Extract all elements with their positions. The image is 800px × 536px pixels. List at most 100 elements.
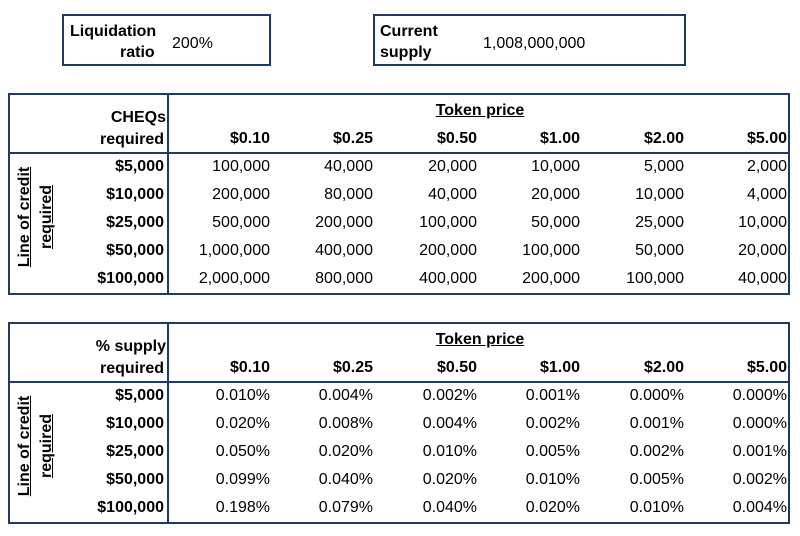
side-label-line1: Line of credit — [16, 166, 33, 268]
current-supply-label-line2: supply — [380, 44, 432, 61]
row-label: $50,000 — [106, 471, 164, 488]
table-cell: 0.001% — [525, 387, 580, 404]
cheqs-required-table: CHEQs required Token price Line of credi… — [8, 93, 790, 295]
table-cell: 0.008% — [318, 415, 373, 432]
row-label: $25,000 — [106, 443, 164, 460]
table-cell: 1,000,000 — [198, 242, 270, 259]
price-header: $5.00 — [746, 130, 787, 147]
table-cell: 0.004% — [318, 387, 373, 404]
table-divider — [10, 152, 788, 154]
table-divider — [167, 324, 169, 522]
table-cell: 80,000 — [324, 186, 373, 203]
table-cell: 0.002% — [629, 443, 684, 460]
table-cell: 0.000% — [732, 387, 787, 404]
table-cell: 0.010% — [422, 443, 477, 460]
row-label: $100,000 — [97, 499, 164, 516]
table-cell: 40,000 — [738, 270, 787, 287]
row-label: $10,000 — [106, 186, 164, 203]
table-cell: 0.050% — [215, 443, 270, 460]
price-header: $0.50 — [436, 130, 477, 147]
table-cell: 0.001% — [732, 443, 787, 460]
table-cell: 10,000 — [738, 214, 787, 231]
row-label: $100,000 — [97, 270, 164, 287]
table-cell: 0.020% — [215, 415, 270, 432]
token-price-title: Token price — [435, 331, 525, 348]
table-cell: 200,000 — [419, 242, 477, 259]
table-cell: 10,000 — [531, 158, 580, 175]
table-cell: 0.198% — [215, 499, 270, 516]
corner-label-line1: CHEQs — [110, 109, 166, 126]
price-header: $0.10 — [229, 359, 270, 376]
price-header: $5.00 — [746, 359, 787, 376]
row-label: $25,000 — [106, 214, 164, 231]
table-cell: 0.099% — [215, 471, 270, 488]
table-cell: 0.020% — [525, 499, 580, 516]
table-cell: 200,000 — [212, 186, 270, 203]
row-label: $10,000 — [106, 415, 164, 432]
row-label: $5,000 — [115, 158, 164, 175]
table-cell: 200,000 — [522, 270, 580, 287]
table-cell: 200,000 — [315, 214, 373, 231]
table-cell: 500,000 — [212, 214, 270, 231]
table-cell: 0.004% — [422, 415, 477, 432]
table-cell: 20,000 — [738, 242, 787, 259]
table-cell: 0.020% — [422, 471, 477, 488]
table-divider — [167, 95, 169, 293]
table-cell: 400,000 — [315, 242, 373, 259]
corner-label-line2: required — [99, 360, 164, 377]
table-cell: 0.002% — [732, 471, 787, 488]
table-cell: 0.001% — [629, 415, 684, 432]
percent-supply-table: % supply required Token price Line of cr… — [8, 322, 790, 524]
table-cell: 0.004% — [732, 499, 787, 516]
table-cell: 400,000 — [419, 270, 477, 287]
table-cell: 20,000 — [531, 186, 580, 203]
liquidation-ratio-box: Liquidation ratio 200% — [62, 14, 271, 66]
table-cell: 0.002% — [422, 387, 477, 404]
table-cell: 100,000 — [419, 214, 477, 231]
table-cell: 0.020% — [318, 443, 373, 460]
table-divider — [10, 381, 788, 383]
table-cell: 25,000 — [635, 214, 684, 231]
token-price-title: Token price — [435, 102, 525, 119]
corner-label-line2: required — [99, 131, 164, 148]
current-supply-label-line1: Current — [380, 23, 438, 40]
price-header: $0.25 — [332, 130, 373, 147]
table-cell: 0.010% — [215, 387, 270, 404]
table-cell: 0.010% — [629, 499, 684, 516]
table-cell: 0.002% — [525, 415, 580, 432]
table-cell: 2,000 — [746, 158, 787, 175]
table-cell: 100,000 — [522, 242, 580, 259]
price-header: $0.10 — [229, 130, 270, 147]
side-label-line2: required — [38, 185, 55, 250]
table-cell: 0.079% — [318, 499, 373, 516]
table-cell: 5,000 — [643, 158, 684, 175]
table-cell: 0.010% — [525, 471, 580, 488]
price-header: $1.00 — [539, 130, 580, 147]
table-cell: 50,000 — [635, 242, 684, 259]
table-cell: 40,000 — [428, 186, 477, 203]
table-cell: 10,000 — [635, 186, 684, 203]
table-cell: 50,000 — [531, 214, 580, 231]
row-label: $50,000 — [106, 242, 164, 259]
price-header: $2.00 — [643, 359, 684, 376]
price-header: $1.00 — [539, 359, 580, 376]
current-supply-box: Current supply 1,008,000,000 — [373, 14, 686, 66]
table-cell: 4,000 — [746, 186, 787, 203]
table-cell: 0.005% — [525, 443, 580, 460]
table-cell: 0.000% — [629, 387, 684, 404]
liquidation-ratio-label-line1: Liquidation — [70, 23, 157, 40]
table-cell: 0.005% — [629, 471, 684, 488]
liquidation-ratio-label-line2: ratio — [120, 44, 155, 61]
table-cell: 20,000 — [428, 158, 477, 175]
table-cell: 40,000 — [324, 158, 373, 175]
side-label-line1: Line of credit — [16, 395, 33, 497]
table-cell: 0.040% — [422, 499, 477, 516]
price-header: $0.25 — [332, 359, 373, 376]
table-cell: 2,000,000 — [198, 270, 270, 287]
table-cell: 0.040% — [318, 471, 373, 488]
row-label: $5,000 — [115, 387, 164, 404]
table-cell: 100,000 — [626, 270, 684, 287]
table-cell: 800,000 — [315, 270, 373, 287]
table-cell: 0.000% — [732, 415, 787, 432]
liquidation-ratio-value: 200% — [172, 35, 213, 52]
